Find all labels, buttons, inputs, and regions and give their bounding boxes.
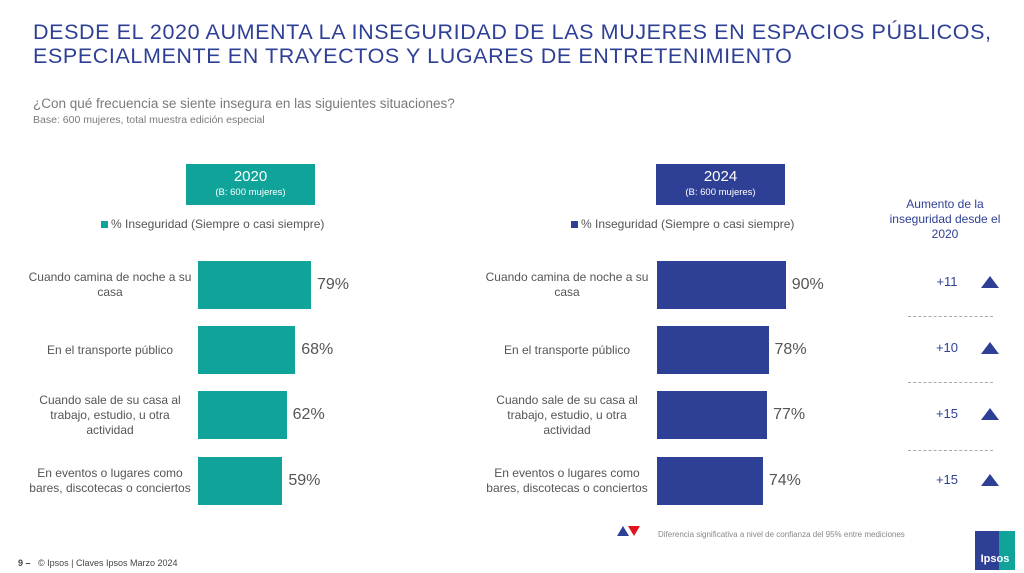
bar: [657, 457, 763, 505]
category-label: Cuando camina de noche a su casa: [485, 270, 649, 299]
data-label: 68%: [301, 341, 334, 358]
bar: [198, 261, 311, 309]
legend-swatch: [101, 221, 108, 228]
difference-value: +11: [936, 274, 958, 289]
difference-value: +15: [935, 472, 959, 487]
up-triangle-icon: [981, 276, 999, 288]
bar: [198, 391, 287, 439]
data-label: 62%: [292, 406, 325, 423]
difference-value: +10: [935, 340, 959, 355]
down-triangle-icon: [628, 526, 640, 536]
category-label: Cuando sale de su casa al trabajo, estud…: [39, 392, 181, 437]
category-label: En eventos o lugares como bares, discote…: [486, 466, 648, 495]
legend-label: % Inseguridad (Siempre o casi siempre): [111, 217, 325, 231]
data-label: 78%: [774, 341, 807, 358]
category-label: Cuando sale de su casa al trabajo, estud…: [496, 392, 638, 437]
data-label: 77%: [773, 406, 806, 423]
category-label: En eventos o lugares como bares, discote…: [29, 466, 191, 495]
divider: [908, 382, 993, 383]
legend: % Inseguridad (Siempre o casi siempre): [571, 217, 794, 231]
data-label: 74%: [768, 472, 801, 489]
year-header-2020: 2020 (B: 600 mujeres): [186, 164, 315, 205]
bar: [198, 326, 296, 374]
year-label: 2024: [703, 168, 738, 185]
page-title: DESDE EL 2020 AUMENTA LA INSEGURIDAD DE …: [33, 20, 992, 68]
category-label: Cuando camina de noche a su casa: [28, 270, 192, 299]
up-triangle-icon: [981, 474, 999, 486]
up-triangle-icon: [981, 408, 999, 420]
question: ¿Con qué frecuencia se siente insegura e…: [33, 96, 455, 111]
bar: [657, 326, 769, 374]
data-label: 79%: [316, 276, 349, 293]
significance-note: Diferencia significativa a nivel de conf…: [658, 530, 905, 539]
legend-swatch: [571, 221, 578, 228]
category-label: En el transporte público: [503, 342, 631, 357]
category-label: En el transporte público: [46, 342, 174, 357]
year-base: (B: 600 mujeres): [215, 187, 286, 198]
year-label: 2020: [233, 168, 268, 185]
base-note: Base: 600 mujeres, total muestra edición…: [33, 114, 265, 126]
footer: 9 – © Ipsos | Claves Ipsos Marzo 2024: [18, 558, 178, 568]
year-base: (B: 600 mujeres): [685, 187, 756, 198]
legend: % Inseguridad (Siempre o casi siempre): [101, 217, 324, 231]
data-label: 59%: [288, 472, 321, 489]
divider: [908, 316, 993, 317]
legend-label: % Inseguridad (Siempre o casi siempre): [581, 217, 795, 231]
footer-text: © Ipsos | Claves Ipsos Marzo 2024: [38, 558, 178, 568]
bar: [198, 457, 283, 505]
year-header-2024: 2024 (B: 600 mujeres): [656, 164, 785, 205]
up-triangle-icon: [617, 526, 629, 536]
difference-value: +15: [935, 406, 959, 421]
up-triangle-icon: [981, 342, 999, 354]
ipsos-logo: Ipsos: [975, 531, 1015, 570]
page-number: 9 –: [18, 558, 31, 568]
increase-header: Aumento de la inseguridad desde el 2020: [889, 197, 1001, 241]
data-label: 90%: [791, 276, 824, 293]
bar: [657, 391, 768, 439]
divider: [908, 450, 993, 451]
bar: [657, 261, 786, 309]
